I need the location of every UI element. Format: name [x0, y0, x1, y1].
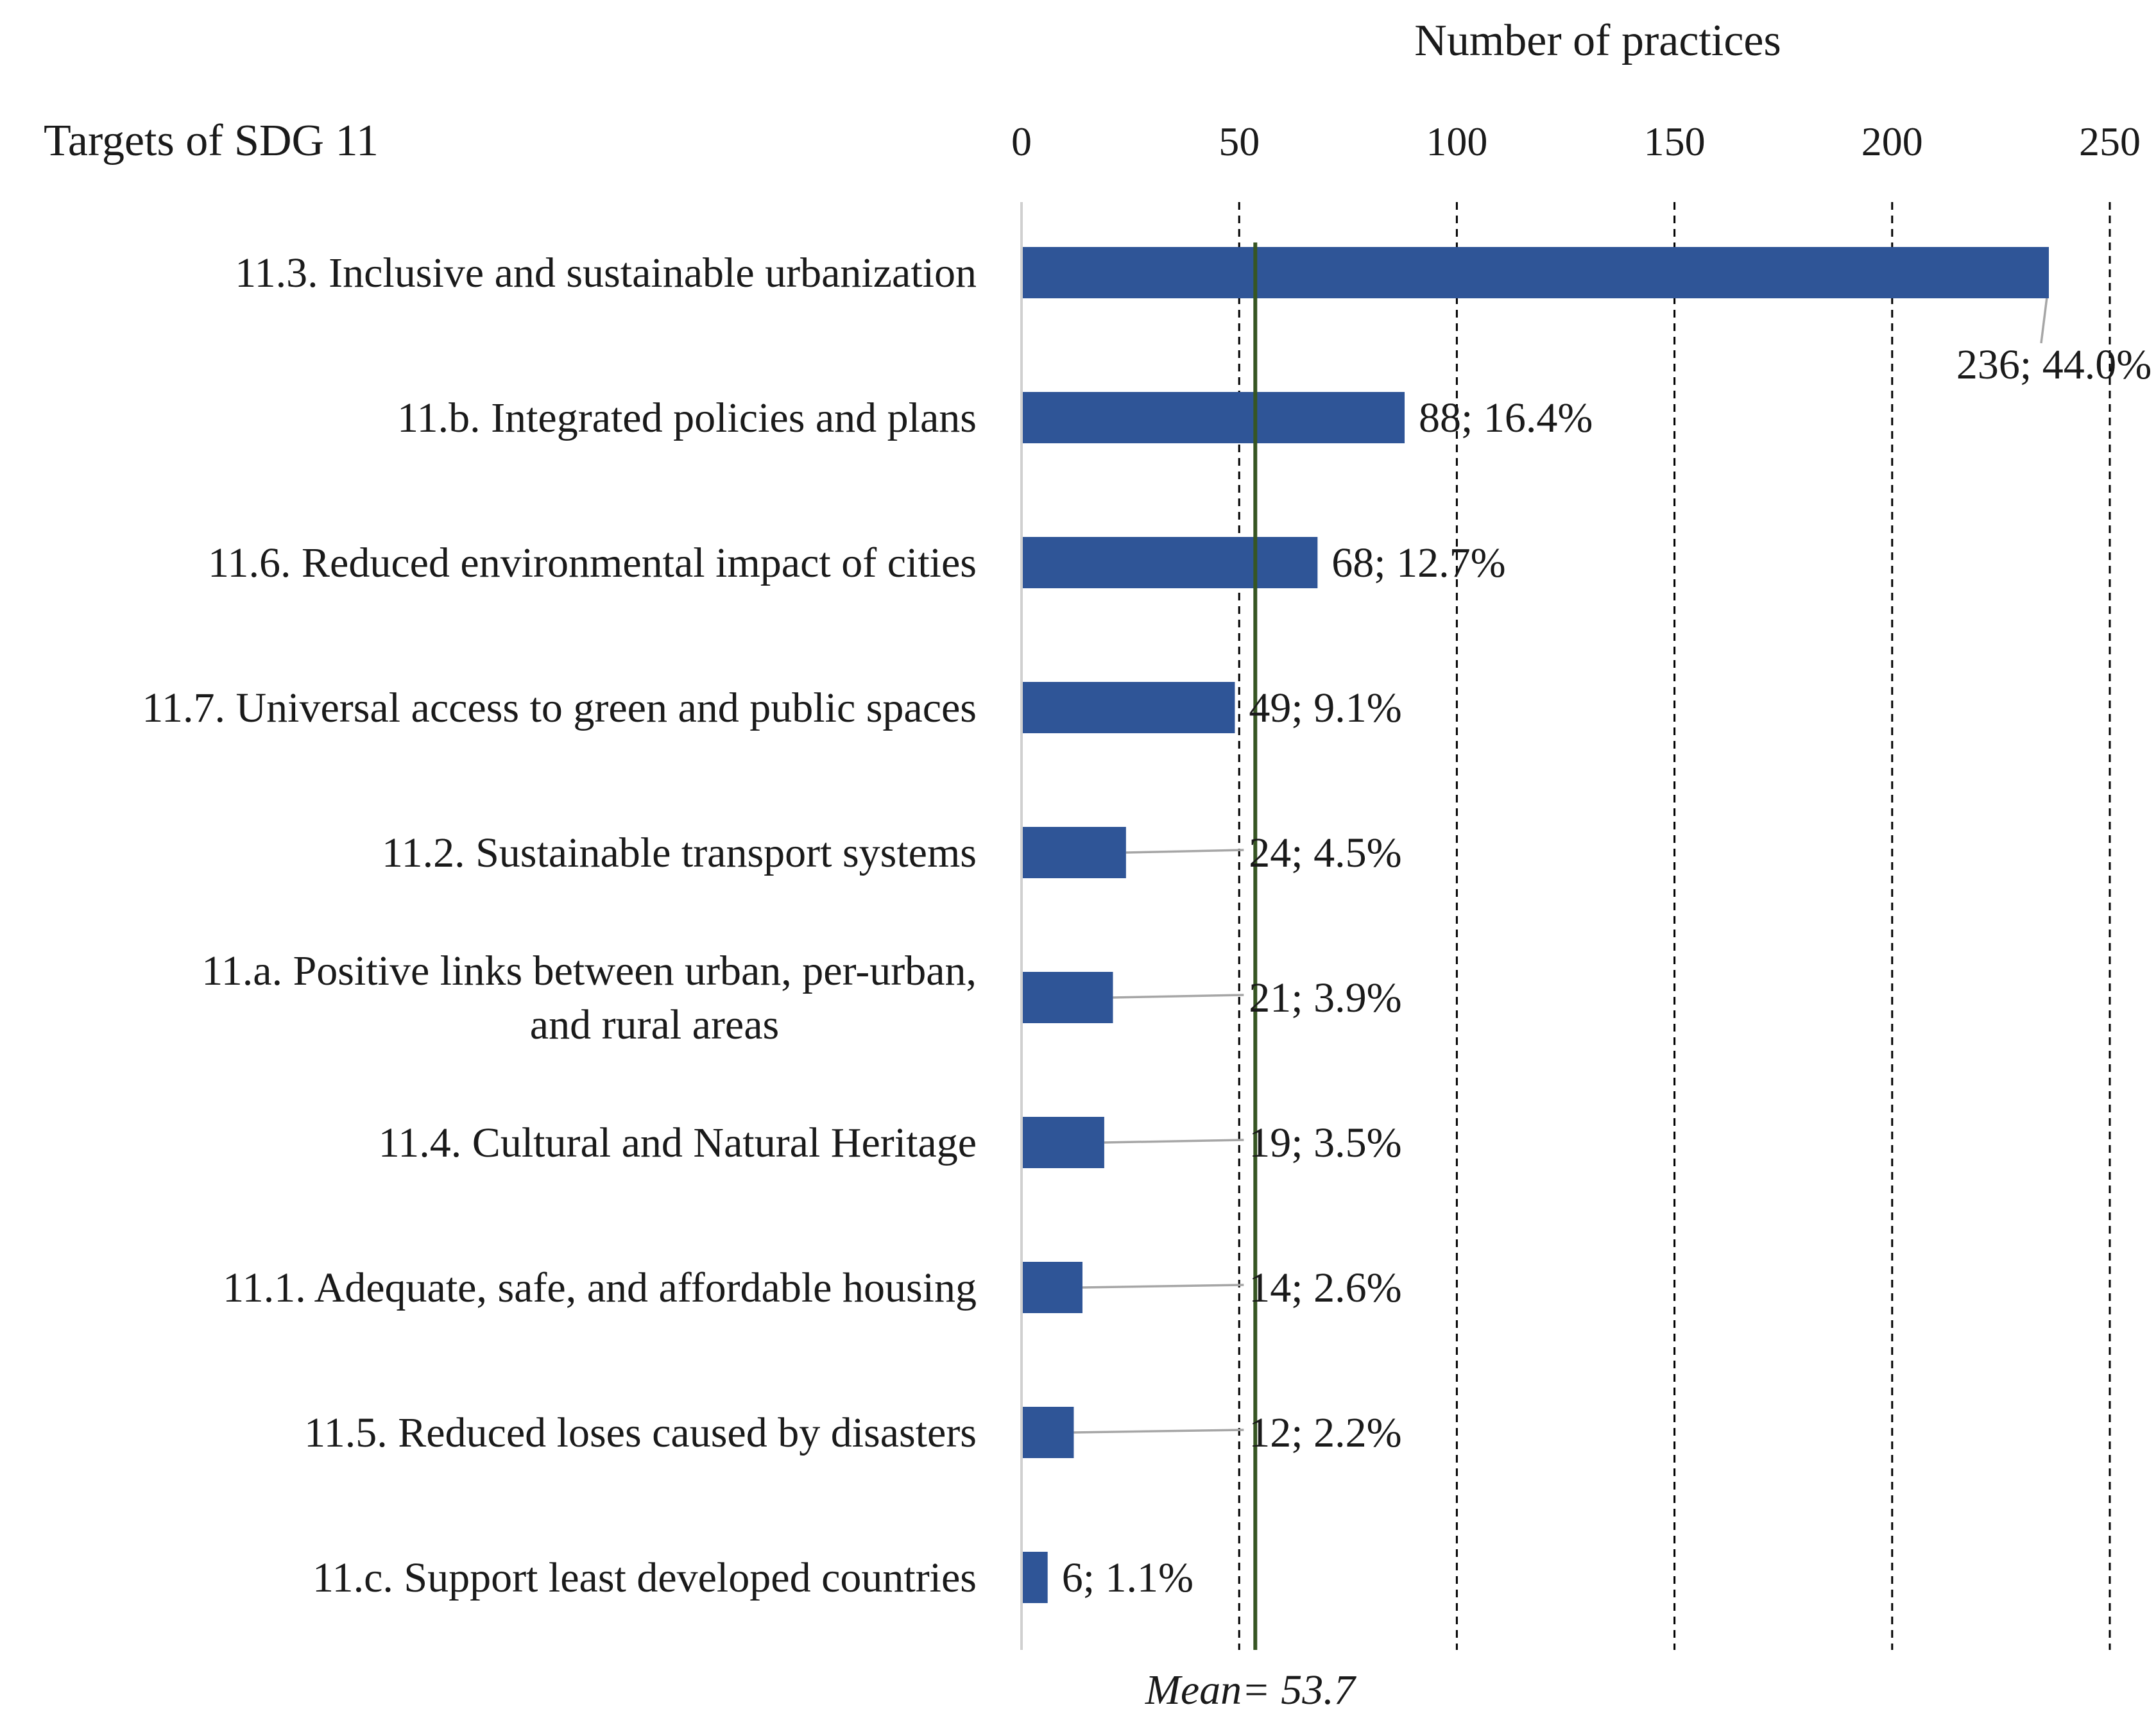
- category-label-line: 11.2. Sustainable transport systems: [382, 829, 977, 876]
- leader-line: [1074, 1429, 1244, 1434]
- category-label-line: 11.b. Integrated policies and plans: [397, 395, 977, 441]
- x-tick-label: 0: [1011, 119, 1032, 164]
- category-label-line: 11.c. Support least developed countries: [312, 1554, 977, 1601]
- mean-marker: Mean= 53.7: [1145, 242, 1357, 1713]
- leader-line: [1113, 994, 1244, 999]
- bar: [1023, 392, 1405, 443]
- bar: [1023, 1262, 1082, 1313]
- bar: [1023, 537, 1318, 588]
- data-label: 68; 12.7%: [1331, 539, 1505, 586]
- bar: [1023, 247, 2049, 298]
- category-label-line: 11.1. Adequate, safe, and affordable hou…: [223, 1264, 977, 1311]
- data-label: 49; 9.1%: [1249, 684, 1401, 731]
- data-label: 21; 3.9%: [1249, 974, 1401, 1021]
- data-label: 24; 4.5%: [1249, 829, 1401, 876]
- mean-label: Mean= 53.7: [1145, 1667, 1357, 1713]
- data-label: 88; 16.4%: [1419, 395, 1593, 441]
- category-label: 11.b. Integrated policies and plans: [397, 395, 977, 441]
- category-label-line: 11.a. Positive links between urban, per-…: [201, 947, 977, 994]
- category-label: 11.4. Cultural and Natural Heritage: [379, 1119, 977, 1166]
- category-labels: 11.3. Inclusive and sustainable urbaniza…: [142, 250, 977, 1601]
- leader-lines: [1074, 291, 2049, 1434]
- x-axis-ticks: 0 50 100 150 200 250: [1011, 119, 2141, 164]
- category-label-line: 11.4. Cultural and Natural Heritage: [379, 1119, 977, 1166]
- gridlines: [1020, 202, 2111, 1650]
- bar: [1023, 1407, 1074, 1458]
- category-label-line: 11.5. Reduced loses caused by disasters: [304, 1409, 977, 1456]
- data-label: 14; 2.6%: [1249, 1264, 1401, 1311]
- x-tick-label: 250: [2079, 119, 2141, 164]
- data-label: 6; 1.1%: [1062, 1554, 1194, 1601]
- y-axis-title: Targets of SDG 11: [44, 116, 379, 166]
- bar: [1023, 682, 1235, 733]
- category-label: 11.a. Positive links between urban, per-…: [201, 947, 977, 1048]
- x-axis-title: Number of practices: [1414, 16, 1781, 65]
- category-label: 11.6. Reduced environmental impact of ci…: [208, 539, 977, 586]
- category-label: 11.2. Sustainable transport systems: [382, 829, 977, 876]
- x-tick-label: 50: [1219, 119, 1260, 164]
- bar: [1023, 972, 1113, 1023]
- bar: [1023, 1552, 1048, 1603]
- category-label: 11.7. Universal access to green and publ…: [142, 684, 977, 731]
- leader-line: [1104, 1139, 1244, 1144]
- x-tick-label: 150: [1644, 119, 1706, 164]
- category-label: 11.5. Reduced loses caused by disasters: [304, 1409, 977, 1456]
- category-label-line: 11.6. Reduced environmental impact of ci…: [208, 539, 977, 586]
- x-tick-label: 200: [1861, 119, 1923, 164]
- data-label: 19; 3.5%: [1249, 1119, 1401, 1166]
- category-label: 11.1. Adequate, safe, and affordable hou…: [223, 1264, 977, 1311]
- bars: [1023, 247, 2049, 1603]
- x-tick-label: 100: [1426, 119, 1487, 164]
- bar: [1023, 1117, 1104, 1168]
- data-label: 12; 2.2%: [1249, 1409, 1401, 1456]
- category-label: 11.3. Inclusive and sustainable urbaniza…: [235, 250, 977, 296]
- leader-line: [2040, 291, 2049, 344]
- data-labels: 236; 44.0% 88; 16.4% 68; 12.7% 49; 9.1% 24; …: [1062, 341, 2152, 1601]
- category-label: 11.c. Support least developed countries: [312, 1554, 977, 1601]
- bar: [1023, 827, 1126, 878]
- category-label-line: 11.3. Inclusive and sustainable urbaniza…: [235, 250, 977, 296]
- leader-line: [1125, 849, 1244, 854]
- data-label: 236; 44.0%: [1956, 341, 2152, 388]
- category-label-line: and rural areas: [530, 1001, 779, 1048]
- category-label-line: 11.7. Universal access to green and publ…: [142, 684, 977, 731]
- leader-line: [1082, 1284, 1244, 1289]
